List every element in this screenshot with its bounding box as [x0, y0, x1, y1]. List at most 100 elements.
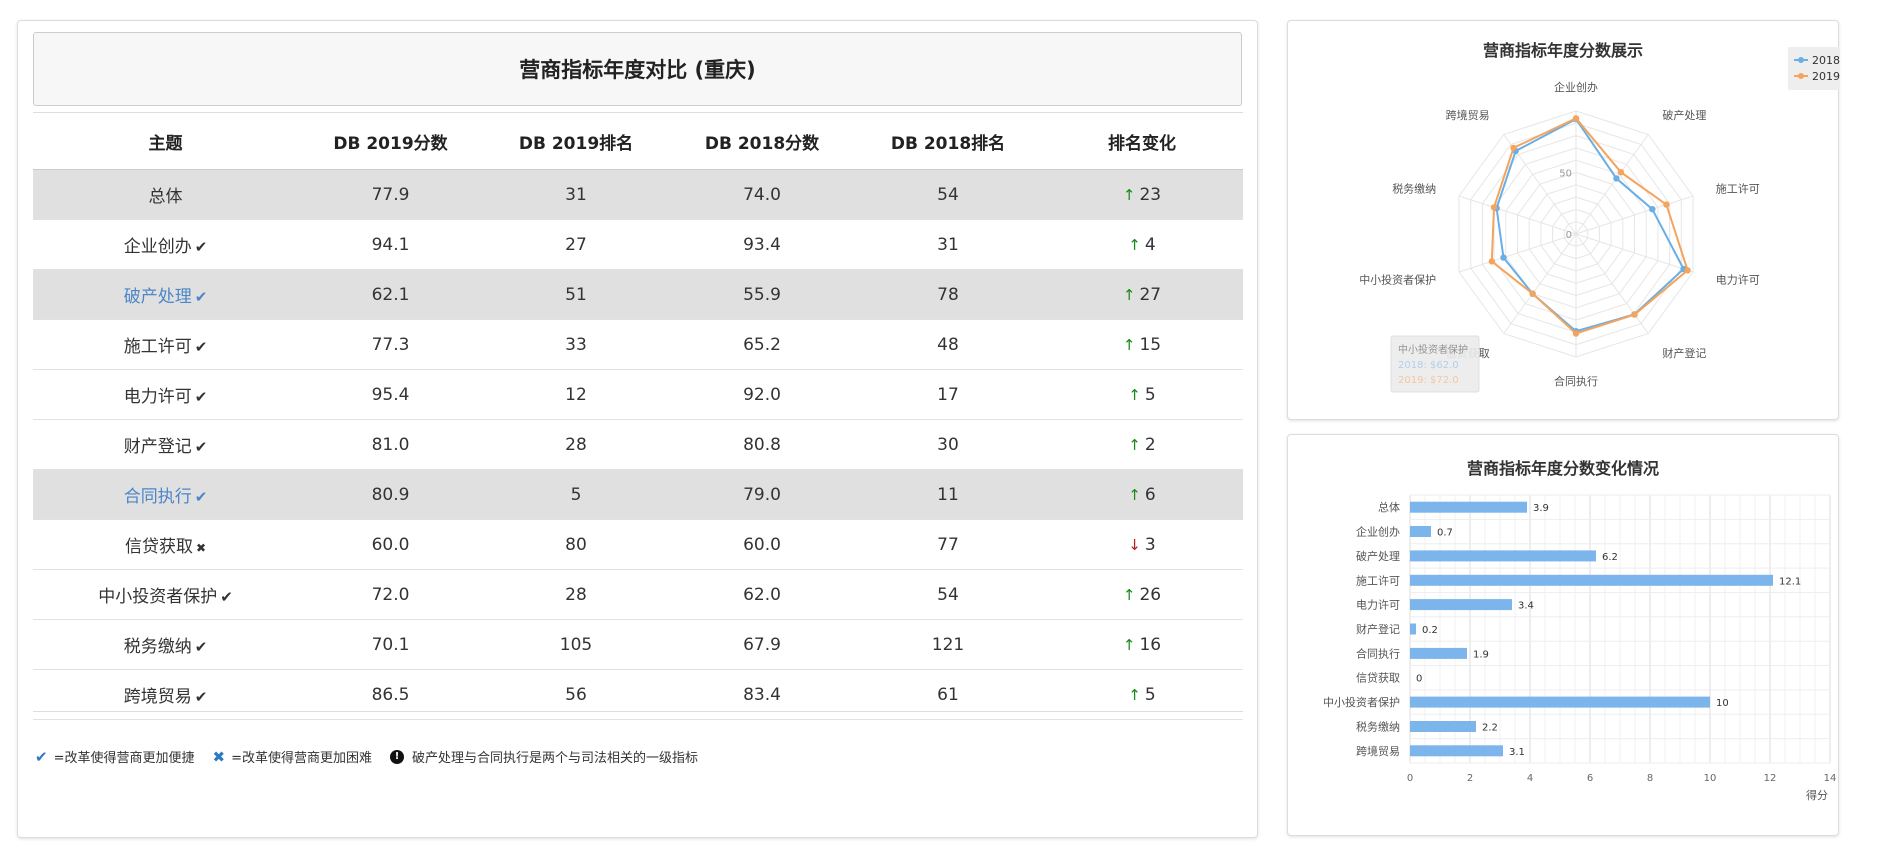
radar-point-2018	[1613, 175, 1620, 182]
radar-spoke	[1575, 134, 1649, 235]
bar	[1410, 526, 1431, 537]
bar	[1410, 647, 1467, 659]
cell-db2018-rank: 78	[855, 269, 1041, 320]
check-icon: ✔	[35, 747, 48, 766]
bar-x-tick-label: 6	[1587, 773, 1593, 784]
cell-rank-change: ↑ 5	[1041, 369, 1243, 420]
bar-value-label: 2.2	[1482, 723, 1498, 734]
radar-point-2019	[1490, 204, 1498, 211]
cell-rank-change: ↑ 5	[1041, 669, 1243, 720]
cell-db2018-score: 92.0	[669, 369, 855, 420]
cell-db2018-rank: 30	[855, 419, 1041, 470]
topic-link[interactable]: 合同执行	[123, 487, 192, 507]
cell-db2018-rank: 77	[855, 519, 1041, 570]
rank-change-value: 16	[1139, 634, 1162, 655]
bar-category-label: 信贷获取	[1356, 671, 1400, 685]
rank-change-value: 5	[1144, 684, 1156, 705]
cell-rank-change: ↑ 6	[1041, 469, 1243, 520]
radar-point-2019	[1529, 290, 1536, 297]
tooltip-line-2018: 2018: $62.0	[1398, 360, 1459, 371]
cell-rank-change: ↓ 3	[1041, 519, 1243, 570]
check-icon: ✔	[194, 388, 208, 406]
cell-rank-change: ↑ 27	[1041, 269, 1243, 320]
cell-topic[interactable]: 破产处理 ✔	[33, 269, 298, 320]
arrow-up-icon: ↑	[1128, 235, 1141, 254]
cell-rank-change: ↑ 16	[1041, 619, 1243, 670]
bar-value-label: 3.9	[1533, 503, 1549, 514]
topic-link[interactable]: 破产处理	[123, 287, 192, 307]
cell-db2018-score: 67.9	[669, 619, 855, 670]
check-icon: ✔	[194, 438, 208, 456]
check-icon: ✔	[194, 338, 208, 356]
cell-db2019-rank: 28	[483, 419, 669, 470]
cell-topic: 税务缴纳 ✔	[33, 619, 298, 670]
arrow-up-icon: ↑	[1128, 385, 1141, 404]
radar-spoke	[1575, 233, 1649, 334]
bar-chart[interactable]: 3.9 总体 0.7 企业创办 6.2 破产处理 12.1 施工许可 3.4 电力许可 0.2 财产登…	[1288, 435, 1840, 837]
tooltip-title: 中小投资者保护	[1398, 343, 1468, 356]
legend-info-text: 破产处理与合同执行是两个与司法相关的一级指标	[411, 751, 698, 766]
table-row: 税务缴纳 ✔ 70.1 105 67.9 121 ↑ 16	[33, 619, 1243, 670]
cell-db2019-rank: 28	[483, 569, 669, 620]
cell-db2019-rank: 5	[483, 469, 669, 520]
table-row: 中小投资者保护 ✔ 72.0 28 62.0 54 ↑ 26	[33, 569, 1243, 620]
topic-label: 跨境贸易	[123, 687, 192, 707]
legend-check-text: =改革使得营商更加便捷	[53, 751, 195, 766]
radar-category-label: 施工许可	[1716, 183, 1760, 196]
table-row: 企业创办 ✔ 94.1 27 93.4 31 ↑ 4	[33, 219, 1243, 270]
cell-db2019-score: 77.9	[298, 169, 483, 220]
cell-topic: 企业创办 ✔	[33, 219, 298, 270]
radar-point-2019	[1572, 115, 1580, 122]
radar-point-2018	[1649, 206, 1656, 213]
cell-rank-change: ↑ 23	[1041, 169, 1243, 220]
radar-chart[interactable]: 050企业创办破产处理施工许可电力许可财产登记合同执行信贷获取中小投资者保护税务…	[1288, 21, 1840, 421]
bar	[1410, 550, 1596, 562]
tooltip-line-2019: 2019: $72.0	[1398, 375, 1459, 386]
cell-db2019-rank: 80	[483, 519, 669, 570]
bar-value-label: 12.1	[1779, 576, 1801, 587]
bar-chart-panel: 营商指标年度分数变化情况 3.9 总体 0.7 企业创办 6.2 破产处理 12.1 施工许可…	[1287, 434, 1839, 836]
legend-check: ✔ =改革使得营商更加便捷	[35, 747, 195, 767]
cell-topic: 施工许可 ✔	[33, 319, 298, 370]
radar-point-2019	[1684, 267, 1691, 274]
table-row: 合同执行 ✔ 80.9 5 79.0 11 ↑ 6	[33, 469, 1243, 520]
bar-value-label: 3.4	[1518, 601, 1534, 612]
bar-x-axis-label: 得分	[1806, 789, 1828, 802]
table-header-row: 主题 DB 2019分数 DB 2019排名 DB 2018分数 DB 2018…	[33, 112, 1243, 170]
bar-category-label: 中小投资者保护	[1323, 695, 1400, 709]
radar-point-2019	[1510, 144, 1517, 152]
table-row: 跨境贸易 ✔ 86.5 56 83.4 61 ↑ 5	[33, 669, 1243, 720]
table-row: 施工许可 ✔ 77.3 33 65.2 48 ↑ 15	[33, 319, 1243, 370]
cell-db2018-rank: 54	[855, 169, 1041, 220]
radar-spoke	[1458, 195, 1577, 235]
radar-point-2019	[1617, 169, 1625, 176]
table-title: 营商指标年度对比 (重庆)	[33, 32, 1242, 106]
radar-point-2019	[1488, 258, 1495, 265]
legend-label-2019: 2019	[1812, 70, 1840, 83]
radar-point-2018	[1500, 254, 1507, 261]
radar-category-label: 电力许可	[1716, 273, 1760, 286]
rank-change-value: 2	[1144, 434, 1156, 455]
bar	[1410, 501, 1527, 513]
cell-topic: 信贷获取 ✖	[33, 519, 298, 570]
cell-db2019-rank: 31	[483, 169, 669, 220]
rank-change-value: 6	[1144, 484, 1156, 505]
rank-change-value: 27	[1139, 284, 1162, 305]
bar	[1410, 599, 1512, 611]
cell-topic[interactable]: 合同执行 ✔	[33, 469, 298, 520]
topic-label: 施工许可	[123, 337, 192, 357]
bar	[1410, 574, 1773, 586]
cell-db2019-score: 72.0	[298, 569, 483, 620]
cell-db2018-score: 83.4	[669, 669, 855, 720]
bar-x-tick-label: 14	[1824, 773, 1837, 784]
radar-tooltip: 中小投资者保护 2018: $62.0 2019: $72.0	[1390, 335, 1480, 393]
cell-db2019-score: 81.0	[298, 419, 483, 470]
check-icon: ✔	[194, 488, 208, 506]
bar	[1410, 721, 1476, 732]
bar-category-label: 总体	[1378, 500, 1400, 514]
cell-db2018-score: 93.4	[669, 219, 855, 270]
bar-x-tick-label: 2	[1467, 773, 1473, 784]
cell-db2019-score: 62.1	[298, 269, 483, 320]
cell-rank-change: ↑ 15	[1041, 319, 1243, 370]
cell-db2019-score: 60.0	[298, 519, 483, 570]
